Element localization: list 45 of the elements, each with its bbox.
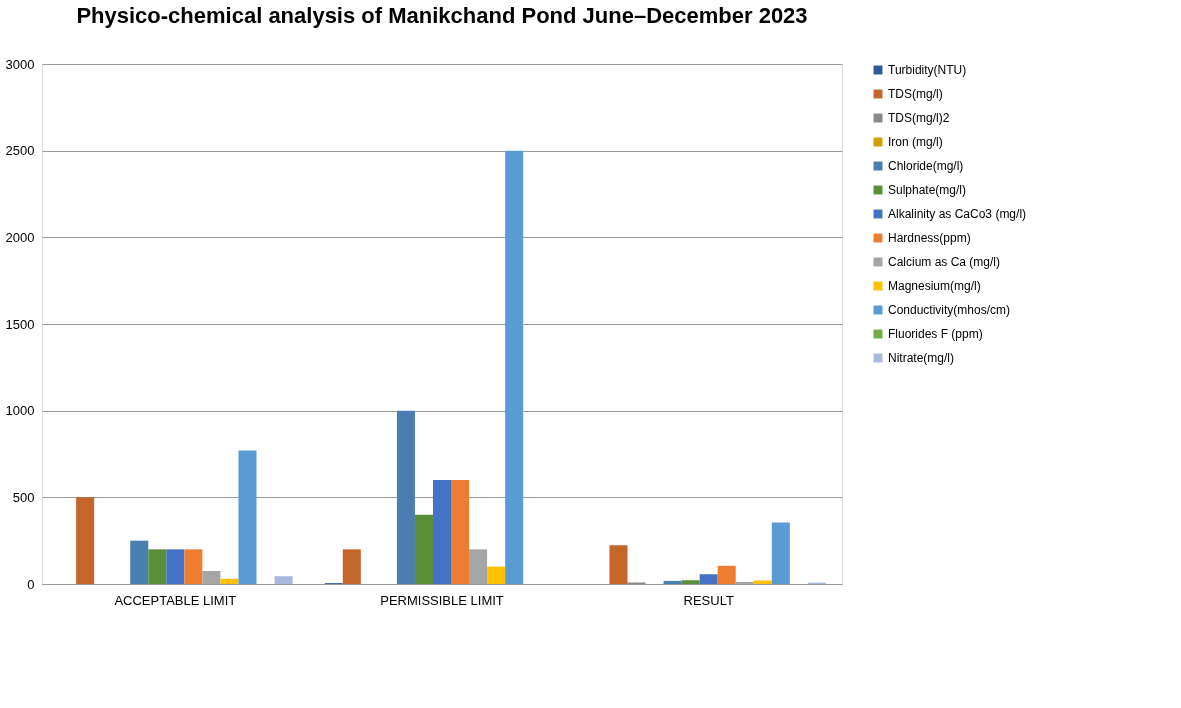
- legend-label: Hardness(ppm): [888, 231, 971, 245]
- bar: [238, 450, 257, 584]
- legend-label: TDS(mg/l)2: [888, 111, 950, 125]
- legend-label: TDS(mg/l): [888, 87, 943, 101]
- bar: [274, 576, 293, 584]
- legend-label: Conductivity(mhos/cm): [888, 303, 1011, 317]
- bar: [505, 150, 524, 584]
- y-tick-label: 0: [27, 576, 35, 592]
- x-tick-label: RESULT: [683, 592, 734, 608]
- x-tick-label: ACCEPTABLE LIMIT: [114, 592, 237, 608]
- bar: [609, 545, 628, 584]
- legend-label: Turbidity(NTU): [888, 63, 967, 77]
- y-tick-label: 2000: [5, 229, 35, 245]
- bar: [148, 549, 167, 584]
- bar: [663, 580, 682, 584]
- legend-label: Calcium as Ca (mg/l): [888, 255, 1001, 269]
- legend-label: Fluorides F (ppm): [888, 327, 983, 341]
- y-tick-label: 1000: [5, 403, 35, 419]
- legend-label: Iron (mg/l): [888, 135, 943, 149]
- bar: [432, 480, 452, 584]
- legend-label: Alkalinity as CaCo3 (mg/l): [888, 207, 1027, 221]
- bar: [184, 549, 203, 584]
- bar: [681, 580, 700, 584]
- y-tick-label: 1500: [5, 316, 35, 332]
- legend-label: Magnesium(mg/l): [888, 279, 981, 293]
- bar: [342, 549, 361, 584]
- bar: [166, 549, 185, 584]
- y-tick-label: 3000: [5, 56, 35, 72]
- legend-label: Sulphate(mg/l): [888, 183, 967, 197]
- bar: [487, 566, 506, 584]
- bar: [717, 565, 736, 584]
- x-tick-label: PERMISSIBLE LIMIT: [380, 592, 504, 608]
- bar: [130, 540, 149, 584]
- bar: [771, 522, 790, 584]
- bar: [451, 480, 470, 584]
- bar: [396, 410, 415, 584]
- y-tick-label: 2500: [5, 143, 35, 159]
- legend-label: Chloride(mg/l): [888, 159, 964, 173]
- chart-title: Physico-chemical analysis of Manikchand Pond June–December 2023: [76, 3, 808, 28]
- bar: [414, 514, 433, 584]
- legend-label: Nitrate(mg/l): [888, 351, 955, 365]
- y-tick-label: 500: [12, 489, 35, 505]
- bar: [76, 497, 95, 584]
- bar: [220, 578, 239, 584]
- bar: [699, 574, 718, 584]
